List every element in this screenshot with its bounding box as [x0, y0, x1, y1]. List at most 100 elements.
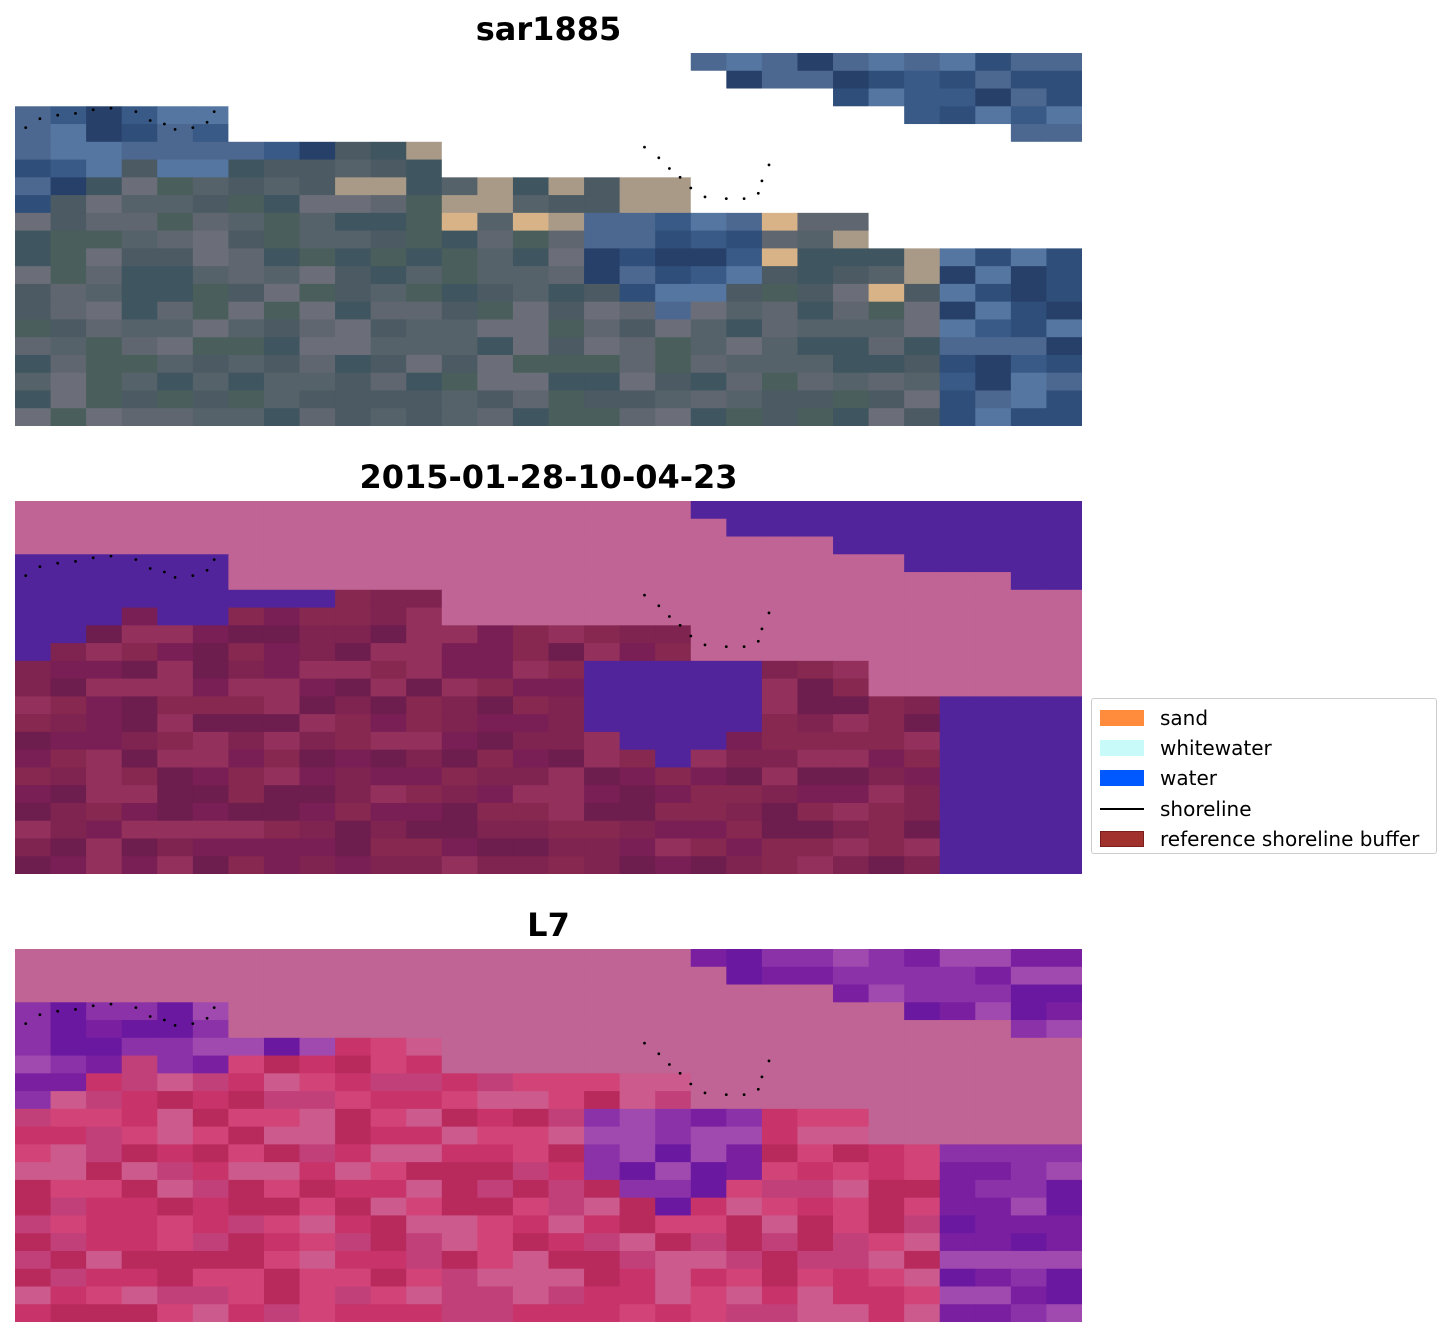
rgb-pixel — [868, 212, 905, 232]
classified-pixel — [263, 607, 301, 626]
classified-pixel — [192, 625, 229, 644]
rgb-pixel — [761, 212, 799, 232]
rgb-pixel — [1046, 230, 1082, 249]
rgb-pixel — [868, 230, 905, 249]
classified-pixel — [726, 589, 763, 609]
classified-pixel — [50, 785, 87, 804]
rgb-pixel — [335, 230, 372, 249]
classified-pixel — [1046, 643, 1082, 662]
rgb-pixel — [228, 337, 265, 356]
classified-pixel — [584, 660, 621, 680]
index-pixel — [975, 1091, 1012, 1110]
rgb-pixel — [370, 212, 407, 232]
classified-pixel — [975, 572, 1012, 591]
rgb-pixel — [406, 88, 443, 107]
rgb-pixel — [726, 301, 763, 321]
rgb-pixel — [477, 372, 514, 392]
rgb-pixel — [1010, 70, 1048, 90]
rgb-pixel — [584, 266, 621, 285]
rgb-pixel — [441, 283, 478, 303]
shoreline-point — [760, 627, 764, 631]
index-pixel — [121, 949, 158, 968]
classified-pixel — [192, 501, 229, 520]
rgb-pixel — [50, 106, 87, 125]
index-pixel — [690, 1162, 727, 1181]
rgb-pixel — [619, 195, 656, 214]
index-pixel — [584, 1304, 621, 1322]
classified-pixel — [406, 660, 443, 680]
rgb-pixel — [655, 159, 692, 178]
index-pixel — [50, 1304, 87, 1322]
rgb-pixel — [797, 53, 834, 72]
classified-pixel — [15, 820, 52, 840]
index-pixel — [1046, 1250, 1082, 1270]
classified-pixel — [797, 660, 834, 680]
classified-pixel — [263, 802, 301, 822]
index-pixel — [512, 1073, 550, 1092]
rgb-pixel — [868, 354, 905, 374]
rgb-pixel — [370, 408, 407, 426]
classified-pixel — [868, 820, 905, 840]
shoreline-point — [134, 110, 138, 113]
rgb-pixel — [441, 195, 478, 214]
classified-pixel — [157, 731, 194, 751]
rgb-pixel — [228, 88, 265, 107]
rgb-pixel — [263, 408, 301, 426]
classified-pixel — [726, 678, 763, 697]
index-pixel — [1010, 1162, 1048, 1181]
rgb-pixel — [1046, 319, 1082, 338]
index-pixel — [228, 1020, 265, 1039]
rgb-pixel — [477, 230, 514, 249]
rgb-pixel — [299, 141, 336, 161]
index-pixel — [406, 1197, 443, 1217]
shoreline-point — [191, 1022, 195, 1025]
rgb-pixel — [975, 195, 1012, 214]
classified-pixel — [548, 838, 585, 857]
classified-pixel — [157, 625, 194, 644]
rgb-pixel — [619, 408, 656, 426]
index-pixel — [690, 984, 727, 1003]
index-pixel — [975, 949, 1012, 968]
rgb-pixel — [761, 337, 799, 356]
rgb-pixel — [370, 390, 407, 409]
index-pixel — [228, 1179, 265, 1199]
classified-pixel — [584, 856, 621, 874]
classified-pixel — [939, 589, 976, 609]
index-pixel — [1046, 1162, 1082, 1181]
index-pixel — [406, 1108, 443, 1128]
classified-pixel — [477, 518, 514, 538]
rgb-pixel — [441, 70, 478, 90]
classified-pixel — [726, 501, 763, 520]
rgb-pixel — [86, 248, 123, 267]
classified-pixel — [299, 767, 336, 786]
rgb-pixel — [548, 372, 585, 392]
rgb-pixel — [157, 248, 194, 267]
index-pixel — [15, 1020, 52, 1039]
classified-pixel — [690, 607, 727, 626]
classified-pixel — [157, 838, 194, 857]
index-pixel — [335, 1162, 372, 1181]
shoreline-point — [742, 197, 746, 201]
index-pixel — [228, 1144, 265, 1163]
classified-pixel — [655, 518, 692, 538]
rgb-pixel — [477, 212, 514, 232]
rgb-pixel — [228, 177, 265, 196]
classified-pixel — [121, 536, 158, 555]
index-pixel — [548, 1091, 585, 1110]
index-pixel — [904, 1037, 941, 1057]
index-pixel — [512, 1179, 550, 1199]
rgb-pixel — [726, 177, 763, 196]
rgb-pixel — [86, 53, 123, 72]
rgb-pixel — [868, 266, 905, 285]
index-pixel — [690, 1002, 727, 1021]
classified-pixel — [406, 802, 443, 822]
index-pixel — [904, 1215, 941, 1234]
rgb-pixel — [441, 248, 478, 267]
rgb-pixel — [761, 266, 799, 285]
index-pixel — [868, 1020, 905, 1039]
index-pixel — [833, 1162, 870, 1181]
classified-pixel — [299, 785, 336, 804]
index-pixel — [690, 1179, 727, 1199]
rgb-pixel — [619, 159, 656, 178]
index-pixel — [726, 1304, 763, 1322]
